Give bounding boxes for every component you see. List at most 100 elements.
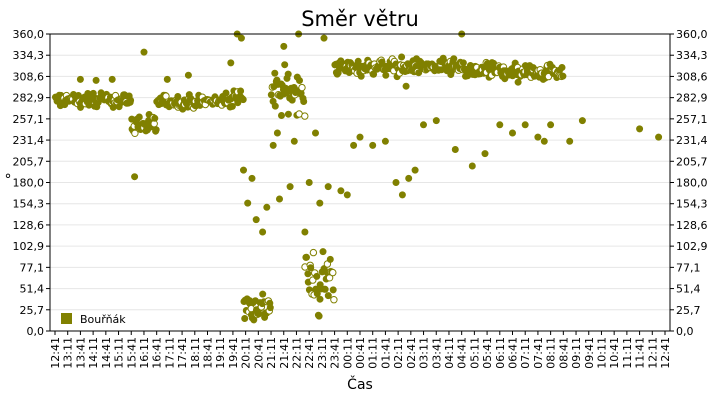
x-tick-label: 10:11 — [595, 337, 608, 369]
x-tick-label: 12:41 — [49, 337, 62, 369]
x-tick-label: 15:11 — [113, 337, 126, 369]
x-tick-label: 07:11 — [519, 337, 532, 369]
data-point — [298, 83, 306, 92]
x-tick-label: 04:11 — [443, 337, 456, 369]
data-point — [411, 166, 419, 174]
x-tick-label: 19:41 — [227, 337, 240, 369]
x-tick-label: 08:41 — [557, 337, 570, 369]
y-tick-label: 308,6 — [13, 70, 45, 83]
data-point — [534, 133, 542, 141]
data-point — [566, 137, 574, 145]
data-point — [578, 117, 586, 125]
data-point — [508, 129, 516, 137]
y-tick-label-right: 0,0 — [676, 325, 694, 338]
y-tick-label-right: 360,0 — [676, 28, 708, 41]
data-point — [283, 74, 291, 82]
y-tick-label-right: 128,6 — [676, 219, 708, 232]
data-point — [514, 78, 522, 86]
data-point — [319, 248, 327, 256]
chart-title: Směr větru — [301, 7, 419, 31]
data-point — [239, 96, 247, 104]
data-point — [241, 314, 249, 322]
x-tick-label: 01:11 — [367, 337, 380, 369]
data-point — [304, 270, 312, 278]
y-tick-label: 231,4 — [13, 134, 45, 147]
x-tick-label: 17:11 — [163, 337, 176, 369]
data-point — [131, 129, 139, 138]
data-point — [419, 121, 427, 129]
data-point — [337, 187, 345, 195]
data-point — [320, 34, 328, 42]
x-tick-label: 01:41 — [379, 337, 392, 369]
data-point — [266, 304, 274, 312]
data-point — [228, 102, 236, 110]
data-point — [636, 125, 644, 133]
data-point — [174, 93, 182, 101]
data-point — [459, 59, 467, 67]
legend-label: Bouřňák — [80, 313, 126, 326]
data-point — [468, 162, 476, 170]
data-point — [140, 48, 148, 56]
data-point — [311, 129, 319, 137]
data-point — [163, 75, 171, 83]
data-point — [307, 264, 315, 272]
data-point — [280, 42, 288, 50]
y-axis-right: 0,0 25,7 51,4 77,1 102,9 128,6 154,3 180,0 205,7… — [670, 28, 708, 338]
x-tick-label: 12:11 — [646, 337, 659, 369]
data-point — [271, 102, 279, 110]
x-tick-label: 22:11 — [290, 337, 303, 369]
x-tick-label: 00:41 — [354, 337, 367, 369]
x-tick-label: 14:41 — [100, 337, 113, 369]
data-point — [450, 55, 458, 63]
data-point — [398, 53, 406, 61]
data-point — [521, 121, 529, 129]
x-axis-title: Čas — [347, 375, 373, 393]
x-tick-label: 20:11 — [240, 337, 253, 369]
x-tick-label: 02:11 — [392, 337, 405, 369]
y-tick-label: 282,9 — [13, 92, 45, 105]
data-point — [271, 69, 279, 77]
x-tick-label: 09:41 — [583, 337, 596, 369]
x-tick-label: 18:41 — [202, 337, 215, 369]
data-point — [392, 179, 400, 187]
x-tick-label: 19:11 — [214, 337, 227, 369]
x-tick-label: 21:11 — [265, 337, 278, 369]
y-tick-label-right: 102,9 — [676, 240, 708, 253]
data-point — [309, 248, 318, 257]
x-tick-label: 06:41 — [507, 337, 520, 369]
x-tick-label: 22:41 — [303, 337, 316, 369]
data-point — [481, 150, 489, 158]
x-tick-label: 04:41 — [456, 337, 469, 369]
x-tick-label: 21:41 — [278, 337, 291, 369]
x-axis: 12:41 13:11 13:41 14:11 14:41 15:11 15:41 16:11… — [49, 331, 672, 369]
y-tick-label: 51,4 — [20, 283, 45, 296]
data-point — [356, 133, 364, 141]
y-tick-label: 154,3 — [13, 198, 45, 211]
x-tick-label: 00:11 — [341, 337, 354, 369]
data-point — [558, 64, 566, 72]
data-point — [302, 253, 310, 261]
data-point — [432, 117, 440, 125]
data-point — [92, 76, 100, 84]
x-tick-label: 23:11 — [316, 337, 329, 369]
data-point — [313, 290, 321, 298]
data-point — [151, 114, 159, 122]
data-point — [329, 286, 337, 294]
x-tick-label: 18:11 — [189, 337, 202, 369]
data-point — [559, 72, 567, 80]
data-point — [76, 75, 84, 83]
data-point — [222, 89, 230, 97]
data-point — [402, 82, 410, 90]
x-tick-label: 02:41 — [405, 337, 418, 369]
y-tick-label-right: 180,0 — [676, 177, 708, 190]
data-point — [108, 75, 116, 83]
data-point — [248, 174, 256, 182]
x-tick-label: 14:11 — [87, 337, 100, 369]
data-point — [237, 34, 245, 42]
data-point — [326, 255, 334, 263]
x-tick-label: 05:11 — [468, 337, 481, 369]
data-point — [227, 59, 235, 67]
data-point — [369, 141, 377, 149]
data-point — [269, 141, 277, 149]
x-tick-label: 11:41 — [634, 337, 647, 369]
